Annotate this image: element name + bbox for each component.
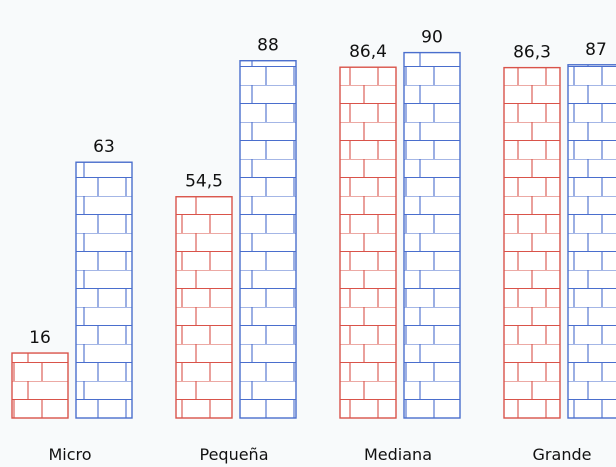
category-label-pequeña: Pequeña: [199, 445, 268, 464]
bar-micro-series-1: [11, 352, 69, 419]
value-label-pequeña-series-2: 88: [257, 36, 279, 56]
category-label-grande: Grande: [533, 445, 592, 464]
value-label-mediana-series-1: 86,4: [349, 42, 387, 62]
category-label-micro: Micro: [48, 445, 91, 464]
category-label-mediana: Mediana: [364, 445, 432, 464]
value-label-pequeña-series-1: 54,5: [185, 172, 223, 192]
value-label-micro-series-1: 16: [29, 328, 51, 348]
value-label-mediana-series-2: 90: [421, 28, 443, 48]
bar-pequeña-series-1: [175, 196, 233, 419]
value-label-grande-series-2: 87: [585, 40, 607, 60]
bar-mediana-series-1: [339, 66, 397, 419]
bars-layer: [11, 51, 616, 419]
bar-grande-series-2: [567, 64, 616, 419]
value-label-micro-series-2: 63: [93, 137, 115, 157]
bar-pequeña-series-2: [239, 60, 297, 419]
category-labels-layer: Micro Pequeña Mediana Grande: [48, 445, 591, 464]
bar-micro-series-2: [75, 161, 133, 419]
bar-grande-series-1: [503, 66, 561, 419]
bar-mediana-series-2: [403, 51, 461, 419]
value-label-grande-series-1: 86,3: [513, 43, 551, 63]
value-labels-layer: 16 63 54,5 88 86,4 90 86,3 87: [29, 28, 607, 348]
